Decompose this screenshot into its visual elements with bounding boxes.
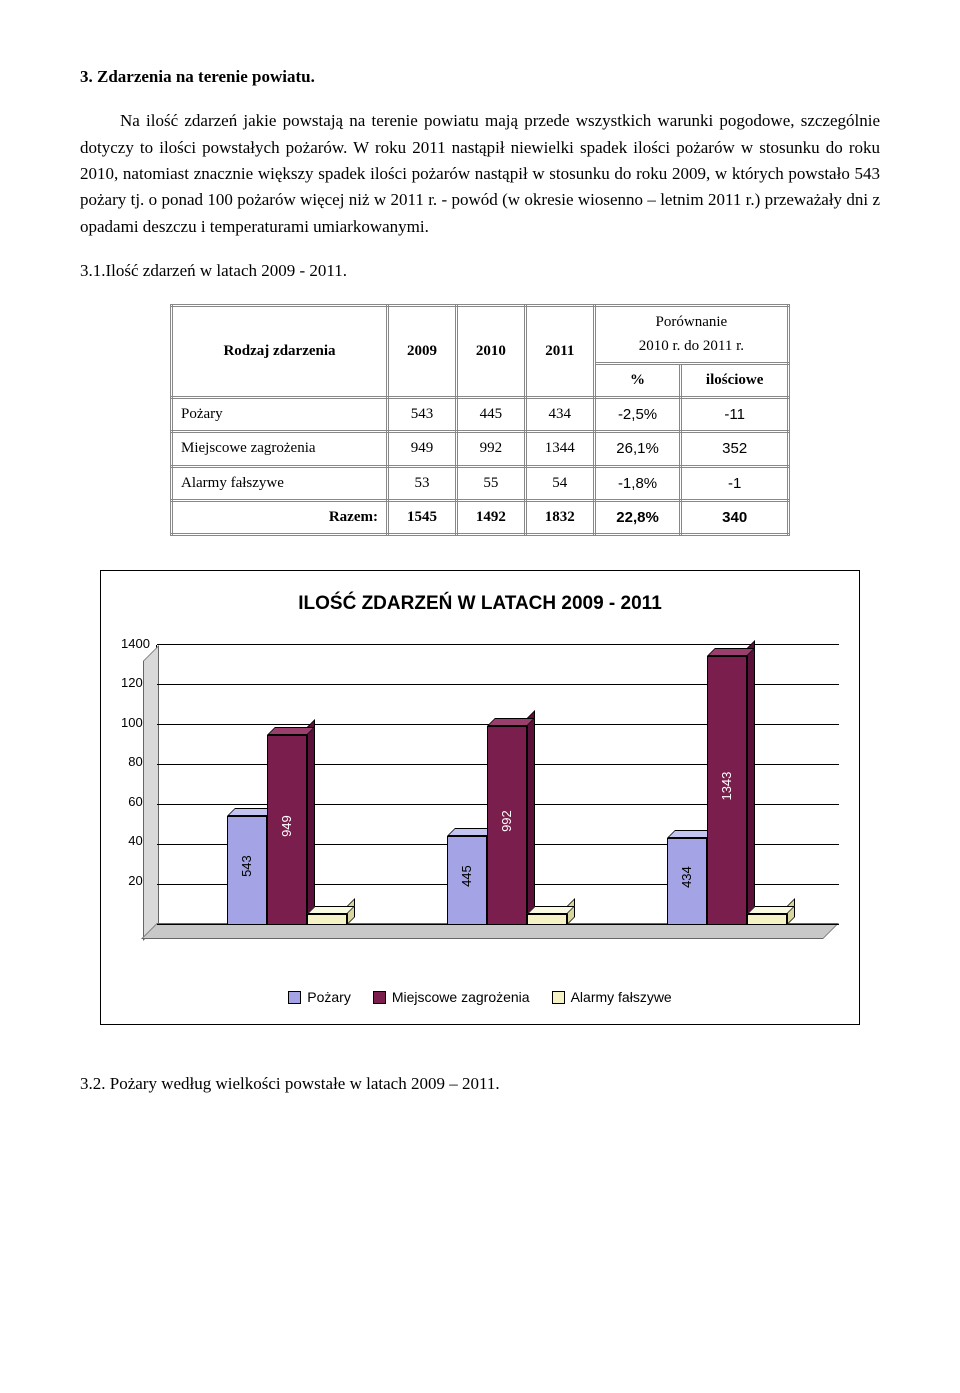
- cell: 22,8%: [594, 500, 681, 534]
- bar-cluster: 543 949: [227, 735, 347, 925]
- cell: 1492: [456, 500, 525, 534]
- bar: 445: [447, 836, 487, 925]
- cell: 1832: [525, 500, 594, 534]
- legend-label: Miejscowe zagrożenia: [392, 987, 530, 1009]
- legend-item: Alarmy fałszywe: [552, 987, 672, 1009]
- cell: 1344: [525, 432, 594, 466]
- grid-line: [157, 644, 839, 645]
- bar-value-label: 543: [237, 855, 257, 877]
- bar: 992: [487, 726, 527, 924]
- cell: 26,1%: [594, 432, 681, 466]
- bar-value-label: 434: [677, 866, 697, 888]
- bar-top: [707, 648, 755, 656]
- cell: 445: [456, 398, 525, 432]
- bar-value-label: 445: [457, 865, 477, 887]
- cell: -1: [681, 466, 789, 500]
- col-ilosciowe: ilościowe: [681, 363, 789, 397]
- table-row: Alarmy fałszywe 53 55 54 -1,8% -1: [172, 466, 789, 500]
- bar-top: [527, 906, 575, 914]
- table-row: Miejscowe zagrożenia 949 992 1344 26,1% …: [172, 432, 789, 466]
- bar: [747, 914, 787, 925]
- bar-side: [307, 719, 315, 925]
- bar: 543: [227, 816, 267, 925]
- legend-swatch: [373, 991, 386, 1004]
- cell-label: Razem:: [172, 500, 388, 534]
- col-pct: %: [594, 363, 681, 397]
- col-2011: 2011: [525, 306, 594, 398]
- bar-top: [487, 718, 535, 726]
- bar-value-label: 949: [277, 815, 297, 837]
- subheading-3-2: 3.2. Pożary według wielkości powstałe w …: [80, 1071, 880, 1097]
- bar-value-label: 992: [497, 810, 517, 832]
- legend-swatch: [288, 991, 301, 1004]
- cell: 53: [387, 466, 456, 500]
- bar: 949: [267, 735, 307, 925]
- col-rodzaj: Rodzaj zdarzenia: [172, 306, 388, 398]
- bar: [307, 914, 347, 925]
- bar-value-label: 1343: [717, 772, 737, 801]
- chart-legend: Pożary Miejscowe zagrożenia Alarmy fałsz…: [121, 987, 839, 1009]
- legend-swatch: [552, 991, 565, 1004]
- legend-item: Pożary: [288, 987, 351, 1009]
- bar-top: [307, 906, 355, 914]
- bar-front: [527, 914, 567, 925]
- chart-body: 1400 1200 1000 800 600 400 200 0 5439494…: [121, 645, 839, 939]
- legend-label: Pożary: [307, 987, 351, 1009]
- cell: 543: [387, 398, 456, 432]
- cell: 434: [525, 398, 594, 432]
- cell: 1545: [387, 500, 456, 534]
- cell: 54: [525, 466, 594, 500]
- plot-area: 543 949 445 992 434 1343: [156, 645, 839, 925]
- bar-side: [747, 640, 755, 925]
- bar-cluster: 445 992: [447, 726, 567, 924]
- legend-label: Alarmy fałszywe: [571, 987, 672, 1009]
- bar-cluster: 434 1343: [667, 656, 787, 925]
- cell-label: Pożary: [172, 398, 388, 432]
- section-heading: 3. Zdarzenia na terenie powiatu.: [80, 64, 862, 90]
- bar: 1343: [707, 656, 747, 925]
- data-table-wrap: Rodzaj zdarzenia 2009 2010 2011 Porównan…: [170, 304, 790, 536]
- bar-top: [747, 906, 795, 914]
- col-2010: 2010: [456, 306, 525, 398]
- chart-title: ILOŚĆ ZDARZEŃ W LATACH 2009 - 2011: [121, 589, 839, 618]
- bar: 434: [667, 838, 707, 925]
- y-tick: 1400: [121, 637, 150, 650]
- cell: -2,5%: [594, 398, 681, 432]
- col-porownanie: Porównanie 2010 r. do 2011 r.: [594, 306, 788, 364]
- chart-container: ILOŚĆ ZDARZEŃ W LATACH 2009 - 2011 1400 …: [100, 570, 860, 1025]
- cell: -11: [681, 398, 789, 432]
- subheading-3-1: 3.1.Ilość zdarzeń w latach 2009 - 2011.: [80, 258, 880, 284]
- bar: [527, 914, 567, 925]
- cell: 340: [681, 500, 789, 534]
- table-row: Pożary 543 445 434 -2,5% -11: [172, 398, 789, 432]
- bar-front: [307, 914, 347, 925]
- bar-top: [267, 727, 315, 735]
- col-2009: 2009: [387, 306, 456, 398]
- chart-floor: [141, 923, 839, 939]
- cell: 352: [681, 432, 789, 466]
- cell: 949: [387, 432, 456, 466]
- bar-side: [527, 710, 535, 924]
- cell: 55: [456, 466, 525, 500]
- data-table: Rodzaj zdarzenia 2009 2010 2011 Porównan…: [170, 304, 790, 536]
- chart-side-wall: [143, 645, 159, 941]
- cell-label: Alarmy fałszywe: [172, 466, 388, 500]
- cell-label: Miejscowe zagrożenia: [172, 432, 388, 466]
- table-row-total: Razem: 1545 1492 1832 22,8% 340: [172, 500, 789, 534]
- cell: 992: [456, 432, 525, 466]
- intro-paragraph: Na ilość zdarzeń jakie powstają na teren…: [80, 108, 880, 240]
- bar-front: [747, 914, 787, 925]
- legend-item: Miejscowe zagrożenia: [373, 987, 530, 1009]
- cell: -1,8%: [594, 466, 681, 500]
